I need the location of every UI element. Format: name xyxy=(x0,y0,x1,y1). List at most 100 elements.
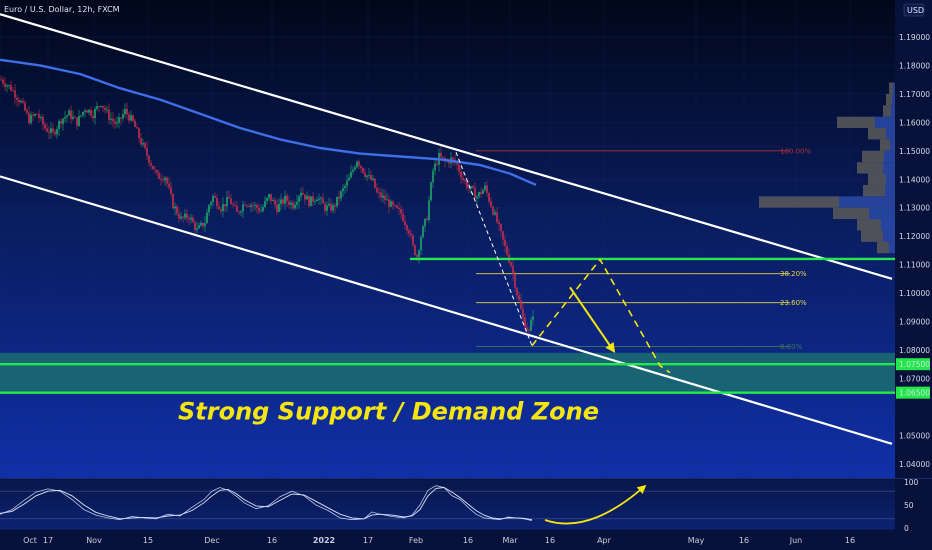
candle-body xyxy=(522,308,524,318)
candle-body xyxy=(48,131,50,133)
candle-body xyxy=(50,128,52,133)
candle-body xyxy=(492,206,494,215)
oscillator-d-line xyxy=(0,487,533,521)
support-resistance-lines[interactable] xyxy=(0,257,895,394)
ema-series-line xyxy=(0,58,537,187)
volume-profile-bar xyxy=(892,93,895,106)
candle-body xyxy=(260,210,262,212)
candle-body xyxy=(224,204,226,207)
price-label-highlight xyxy=(896,386,930,399)
candle-body xyxy=(294,204,296,209)
candle-body xyxy=(34,113,36,116)
candle-body xyxy=(328,203,330,206)
candle-body xyxy=(174,206,176,209)
candle-body xyxy=(36,113,38,115)
volume-profile-bar xyxy=(862,150,884,163)
candle-body xyxy=(428,200,430,220)
oscillator-k-line xyxy=(0,485,533,521)
candle-body xyxy=(500,224,502,232)
time-tick: 2022 xyxy=(313,536,335,545)
candle-body xyxy=(338,196,340,199)
candle-body xyxy=(62,118,64,124)
candle-body xyxy=(88,109,90,113)
candle-body xyxy=(116,122,118,124)
candle-body xyxy=(214,195,216,198)
volume-profile-bar xyxy=(861,230,883,242)
candle-body xyxy=(4,83,6,87)
candle-body xyxy=(440,152,442,157)
candle-body xyxy=(342,188,344,192)
candle-body xyxy=(190,217,192,220)
candle-body xyxy=(128,114,130,121)
candle-body xyxy=(474,188,476,199)
volume-profile-bar xyxy=(868,173,886,185)
time-tick: Apr xyxy=(597,536,612,545)
candle-body xyxy=(104,107,106,111)
candle-body xyxy=(52,128,54,132)
candle-body xyxy=(40,117,42,119)
price-axis[interactable]: 1.19000 1.18000 1.17000 1.16000 1.15000 1.140… xyxy=(896,33,930,533)
candle-body xyxy=(118,117,120,123)
candle-body xyxy=(362,167,364,173)
candle-body xyxy=(248,205,250,207)
volume-profile xyxy=(759,82,895,254)
volume-profile-bar xyxy=(884,150,895,163)
currency-badge[interactable] xyxy=(903,3,925,17)
candle-body xyxy=(256,204,258,209)
candle-body xyxy=(210,202,212,206)
candle-body xyxy=(126,108,128,115)
time-axis[interactable]: Oct 17 Nov 15 Dec 16 2022 17 Feb 16 Mar 16 Apr May 16 J… xyxy=(23,536,855,545)
descending-channel[interactable] xyxy=(0,13,893,445)
candle-body xyxy=(364,172,366,178)
candle-body xyxy=(308,196,310,207)
candle-body xyxy=(266,197,268,202)
candle-body xyxy=(212,195,214,203)
candle-body xyxy=(506,246,508,255)
candle-body xyxy=(408,230,410,234)
candle-body xyxy=(388,199,390,207)
candle-body xyxy=(244,204,246,206)
candle-body xyxy=(416,255,418,257)
time-tick: Feb xyxy=(409,536,423,545)
fibonacci-retracement[interactable]: 100.00% 38.20% 23.60% 0.00% xyxy=(476,147,811,351)
price-tick: 1.15000 xyxy=(899,147,930,156)
volume-profile-bar xyxy=(833,207,869,220)
candle-body xyxy=(404,221,406,226)
candle-body xyxy=(366,175,368,178)
candle-body xyxy=(138,128,140,139)
candle-body xyxy=(272,200,274,202)
time-tick: Nov xyxy=(86,536,102,545)
candle-body xyxy=(400,209,402,214)
candle-body xyxy=(344,185,346,189)
price-tick: 1.18000 xyxy=(899,61,930,70)
candle-body xyxy=(352,169,354,172)
candle-body xyxy=(426,218,428,220)
candle-body xyxy=(134,120,136,128)
time-axis-background xyxy=(0,530,932,550)
candle-body xyxy=(10,85,12,91)
candle-body xyxy=(288,201,290,205)
candle-body xyxy=(196,228,198,230)
candle-body xyxy=(258,208,260,212)
candle-body xyxy=(14,90,16,98)
candle-body xyxy=(516,287,518,296)
oscillator-pane-background xyxy=(0,479,895,529)
price-tick: 1.11000 xyxy=(899,261,930,270)
time-tick: 16 xyxy=(739,536,749,545)
candle-body xyxy=(406,225,408,231)
candle-body xyxy=(226,197,228,207)
volume-profile-bar xyxy=(863,184,885,197)
candle-body xyxy=(164,177,166,181)
candle-body xyxy=(518,295,520,301)
price-tick: 1.14000 xyxy=(899,175,930,184)
candle-body xyxy=(76,117,78,126)
candle-body xyxy=(286,195,288,202)
candle-body xyxy=(38,114,40,119)
candle-body xyxy=(300,192,302,197)
price-tick: 1.19000 xyxy=(899,33,930,42)
time-tick: Mar xyxy=(502,536,518,545)
volume-profile-bar xyxy=(880,139,890,151)
candle-body xyxy=(98,106,100,108)
candle-body xyxy=(504,239,506,247)
